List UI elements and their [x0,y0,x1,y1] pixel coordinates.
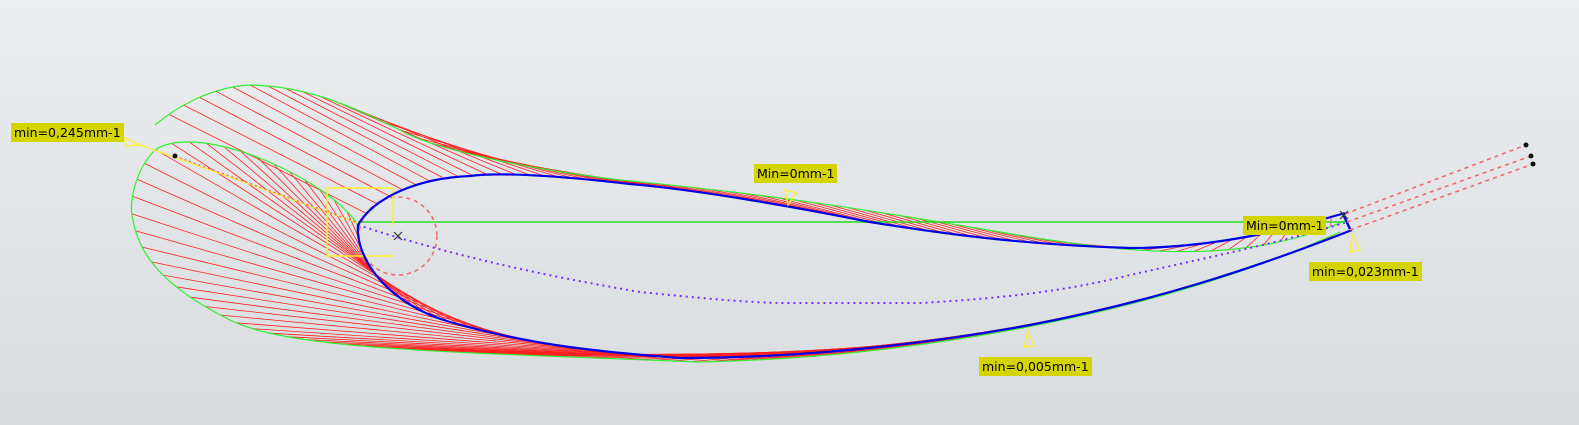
comb-line [136,178,484,332]
trailing-edge-cap [1341,213,1352,230]
comb-line [155,149,461,326]
comb-line [304,339,659,357]
comb-line [333,199,362,249]
comb-line [1228,236,1248,250]
comb-line [190,296,576,349]
comb-line [302,91,474,176]
comb-line [135,230,518,339]
trailing-edge-extension-lines [1344,144,1534,231]
comb-line [142,246,530,341]
comb-line [346,211,359,237]
comb-line [846,206,931,232]
comb-line [318,95,488,175]
comb-line [367,114,531,176]
comb-line [223,146,417,309]
comb-line [168,114,367,214]
comb-line [176,286,565,347]
triangle-marker-icon [784,189,798,207]
comb-line [286,336,647,356]
comb-line [232,86,417,186]
comb-line [984,229,1046,244]
trailing-edge-min-label: Min=0mm-1 [1243,216,1327,235]
triangle-marker-icon [121,135,143,147]
comb-line [967,226,1032,243]
comb-line [199,97,390,197]
comb-line [269,332,635,355]
extension-endpoint [1530,161,1536,167]
airfoil-profile [356,173,1353,360]
comb-line [132,195,495,334]
comb-line [205,306,588,350]
curvature-envelope [130,84,1348,363]
comb-line [811,201,903,228]
comb-line [950,223,1017,242]
extension-endpoint [1528,153,1534,159]
comb-line [188,141,438,319]
curvature-comb-lines [131,84,1342,363]
comb-line [1211,238,1233,252]
comb-line [399,129,560,178]
comb-line [183,104,378,205]
comb-line [898,214,974,238]
comb-line [794,199,889,226]
comb-line [304,179,373,270]
comb-line [131,213,507,337]
cross-marker-icon [1339,210,1349,220]
triangle-marker-icon [1349,231,1362,253]
comb-line [252,328,624,354]
comb-line [220,314,600,352]
comb-line [881,212,960,236]
top-min-label: Min=0mm-1 [754,164,838,183]
comb-line [236,322,612,353]
comb-line [933,220,1003,241]
comb-line [144,163,472,329]
trailing-edge-lower-min-label: min=0,023mm-1 [1309,262,1422,281]
cross-marker-icon [393,231,403,241]
comb-line [1245,233,1262,248]
comb-line [250,84,431,182]
triangle-marker-icon [1023,328,1035,348]
comb-line [289,171,380,279]
camber-line [357,221,1348,304]
comb-line [273,163,388,288]
comb-line [267,85,445,179]
comb-line [206,143,427,314]
comb-line [215,90,403,191]
guide-endpoint [172,153,178,159]
comb-line [829,204,917,230]
comb-line [284,87,459,178]
extension-endpoint [1523,142,1529,148]
bottom-min-label: min=0,005mm-1 [979,357,1092,376]
comb-line [1193,241,1219,252]
leading-edge-min-label: min=0,245mm-1 [11,123,124,142]
